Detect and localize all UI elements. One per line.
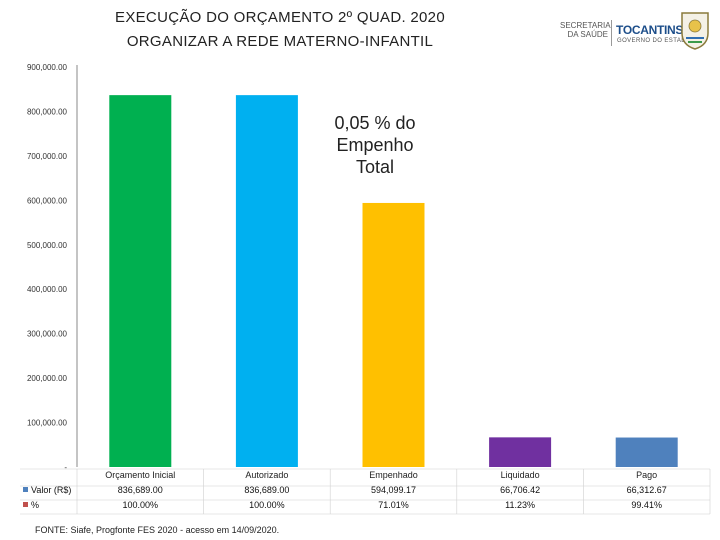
y-tick-label: 600,000.00 xyxy=(27,196,68,205)
table-cell: 71.01% xyxy=(378,500,409,510)
secretaria-logo-text: SECRETARIA DA SAÚDE xyxy=(560,21,611,39)
table-cell: 66,312.67 xyxy=(627,485,667,495)
table-cell: 11.23% xyxy=(505,500,535,510)
table-cell: 836,689.00 xyxy=(244,485,289,495)
legend-key-percent xyxy=(23,502,28,507)
table-cell: 836,689.00 xyxy=(118,485,163,495)
y-tick-label: - xyxy=(64,463,67,472)
y-tick-label: 300,000.00 xyxy=(27,330,68,339)
chart-subtitle: ORGANIZAR A REDE MATERNO-INFANTIL xyxy=(126,33,434,50)
bar-autorizado xyxy=(235,95,298,468)
y-tick-label: 200,000.00 xyxy=(27,374,68,383)
annotation-text: 0,05 % do Empenho Total xyxy=(334,113,416,177)
category-label: Orçamento Inicial xyxy=(105,470,175,480)
bar-or-amento-inicial xyxy=(109,95,172,468)
chart-title: EXECUÇÃO DO ORÇAMENTO 2º QUAD. 2020 xyxy=(115,9,445,26)
y-axis: - 100,000.00 200,000.00 300,000.00 400,000.0… xyxy=(27,63,78,472)
table-row-label: % xyxy=(31,500,39,510)
y-tick-label: 400,000.00 xyxy=(27,285,68,294)
tocantins-logo-text: TOCANTINS xyxy=(616,23,684,37)
bar-pago xyxy=(615,437,678,467)
y-tick-label: 800,000.00 xyxy=(27,107,68,116)
logo-divider xyxy=(611,20,612,46)
bar-liquidado xyxy=(489,437,552,467)
table-cell: 66,706.42 xyxy=(500,485,540,495)
y-tick-label: 900,000.00 xyxy=(27,63,68,72)
y-tick-label: 700,000.00 xyxy=(27,152,68,161)
category-label: Liquidado xyxy=(501,470,540,480)
category-label: Empenhado xyxy=(369,470,418,480)
y-tick-label: 500,000.00 xyxy=(27,241,68,250)
category-label: Autorizado xyxy=(245,470,288,480)
table-cell: 100.00% xyxy=(123,500,159,510)
bar-empenhado xyxy=(362,202,425,467)
bars-group xyxy=(109,95,678,468)
table-cell: 594,099.17 xyxy=(371,485,416,495)
data-table: Orçamento Inicial Autorizado Empenhado Liqu… xyxy=(20,468,711,515)
state-seal-icon xyxy=(681,12,709,50)
category-label: Pago xyxy=(636,470,657,480)
table-cell: 99.41% xyxy=(631,500,662,510)
y-tick-label: 100,000.00 xyxy=(27,419,68,428)
governo-logo-text: GOVERNO DO ESTADO xyxy=(617,38,692,44)
table-cell: 100.00% xyxy=(249,500,285,510)
source-footer: FONTE: Siafe, Progfonte FES 2020 - acess… xyxy=(35,525,280,535)
table-row-label: Valor (R$) xyxy=(31,485,71,495)
legend-key-valor xyxy=(23,487,28,492)
